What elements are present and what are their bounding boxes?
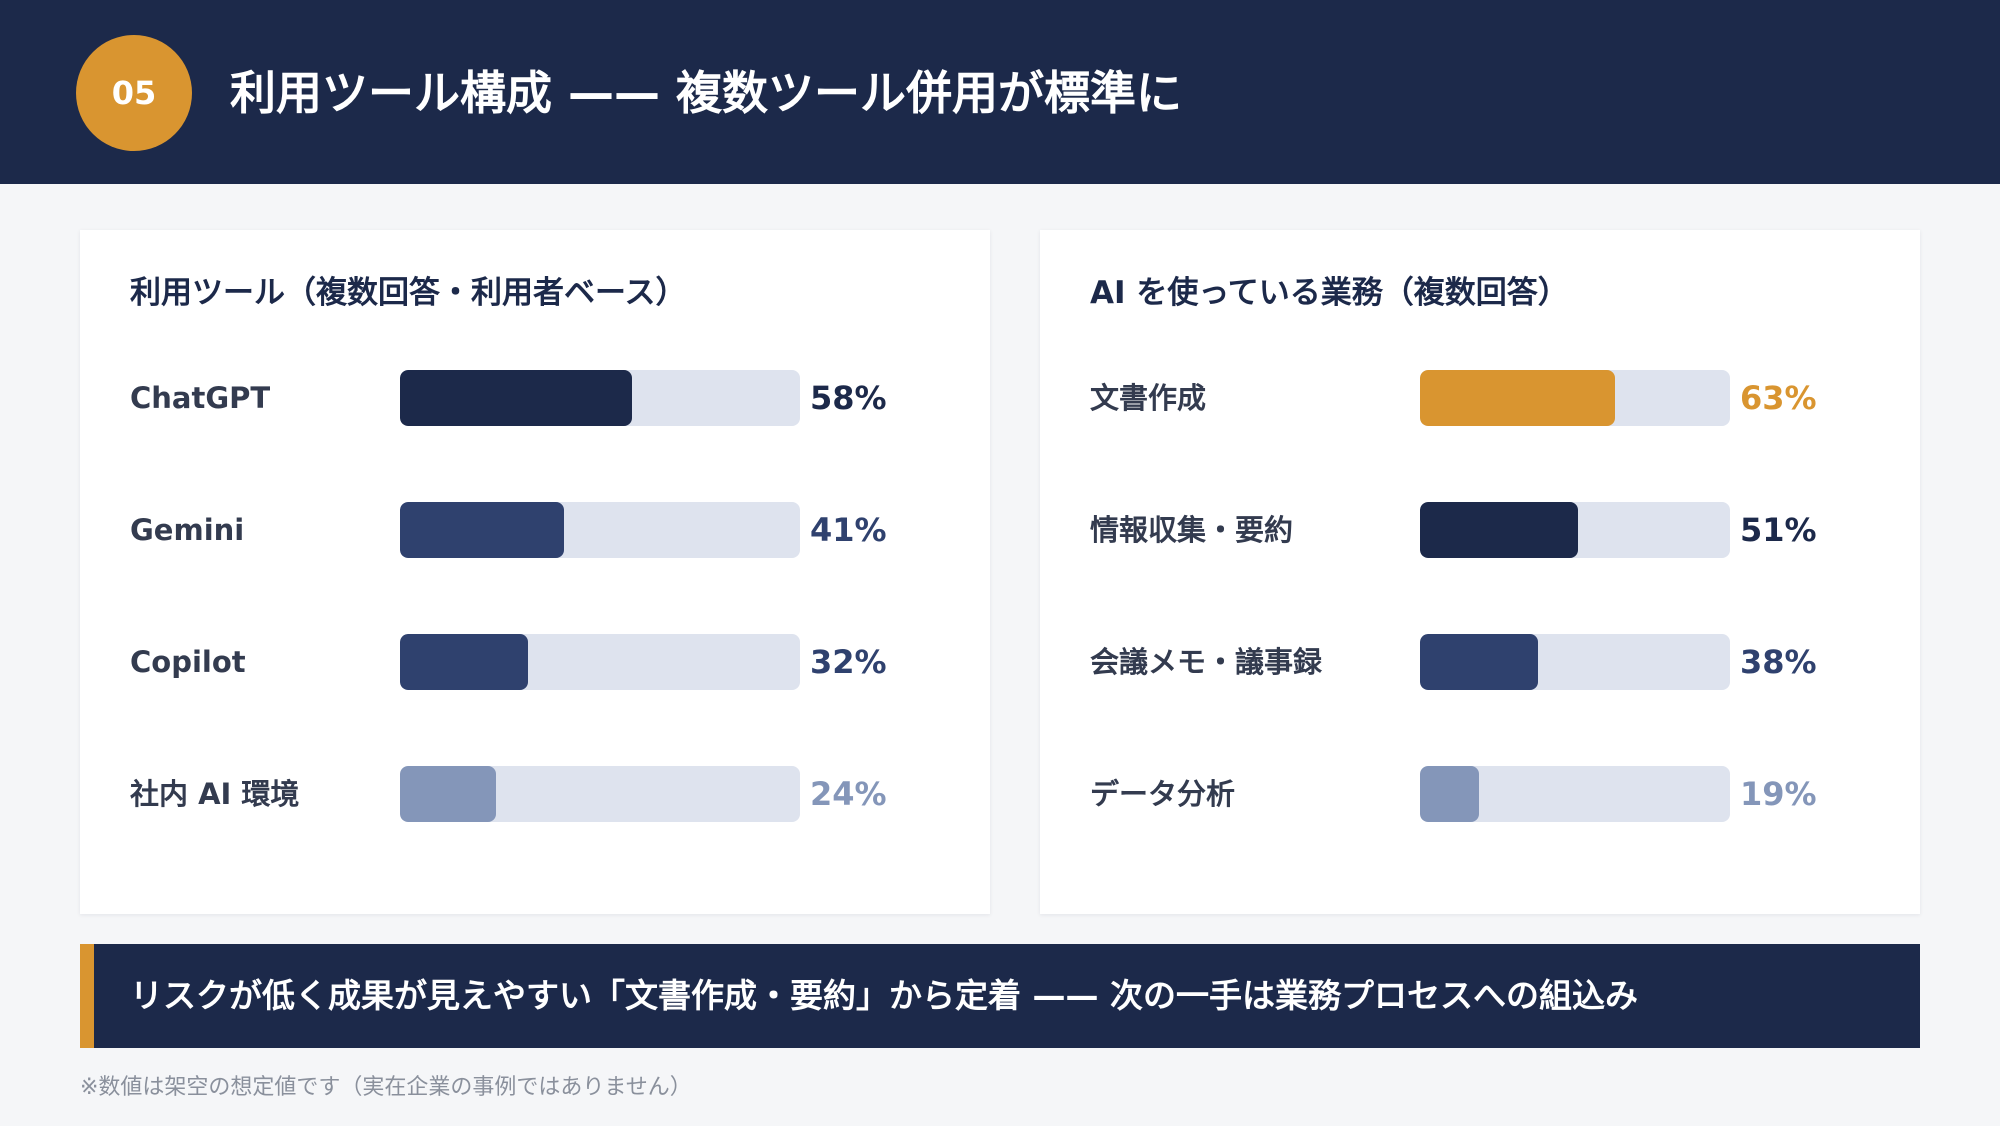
- tasks-chart-card: AI を使っている業務（複数回答） 文書作成 63% 情報収集・要約 51% 会議メモ・…: [1040, 230, 1920, 914]
- bar-value-label: 51%: [1740, 511, 1817, 549]
- bar: [1420, 502, 1578, 558]
- bar-category-label: Copilot: [130, 645, 246, 679]
- key-message-bar: リスクが低く成果が見えやすい「文書作成・要約」から定着 —— 次の一手は業務プロ…: [80, 944, 1920, 1048]
- bar-row: Gemini 41%: [80, 502, 990, 558]
- bar-row: Copilot 32%: [80, 634, 990, 690]
- bar-value-label: 24%: [810, 775, 887, 813]
- bar-row: データ分析 19%: [1040, 766, 1920, 822]
- bar-category-label: 会議メモ・議事録: [1090, 645, 1323, 679]
- tools-chart-card: 利用ツール（複数回答・利用者ベース） ChatGPT 58% Gemini 41% Co…: [80, 230, 990, 914]
- bar-row: ChatGPT 58%: [80, 370, 990, 426]
- bar-category-label: Gemini: [130, 513, 245, 547]
- bar-row: 文書作成 63%: [1040, 370, 1920, 426]
- bar: [1420, 370, 1615, 426]
- bar-category-label: 情報収集・要約: [1090, 513, 1294, 547]
- section-number-badge: 05: [76, 35, 192, 151]
- bar-category-label: データ分析: [1090, 777, 1236, 811]
- bar-track: [1420, 634, 1730, 690]
- bar: [400, 502, 564, 558]
- bar-track: [1420, 370, 1730, 426]
- bar: [400, 370, 632, 426]
- page-title: 利用ツール構成 —— 複数ツール併用が標準に: [230, 66, 1183, 120]
- bar: [400, 766, 496, 822]
- bar-value-label: 58%: [810, 379, 887, 417]
- bar: [400, 634, 528, 690]
- bar-row: 情報収集・要約 51%: [1040, 502, 1920, 558]
- bar-track: [400, 766, 800, 822]
- bar-category-label: 文書作成: [1090, 381, 1207, 415]
- bar: [1420, 634, 1538, 690]
- bar-track: [1420, 502, 1730, 558]
- bar-track: [400, 370, 800, 426]
- bar-value-label: 32%: [810, 643, 887, 681]
- disclaimer-note: ※数値は架空の想定値です（実在企業の事例ではありません）: [80, 1075, 692, 1100]
- bar-track: [1420, 766, 1730, 822]
- bar-category-label: ChatGPT: [130, 381, 271, 415]
- header-bar: 05 利用ツール構成 —— 複数ツール併用が標準に: [0, 0, 2000, 184]
- bar-category-label: 社内 AI 環境: [130, 777, 300, 811]
- bar-value-label: 38%: [1740, 643, 1817, 681]
- key-message-accent: [80, 944, 94, 1048]
- bar-track: [400, 634, 800, 690]
- bar: [1420, 766, 1479, 822]
- tools-chart-title: 利用ツール（複数回答・利用者ベース）: [130, 275, 687, 311]
- bar-row: 会議メモ・議事録 38%: [1040, 634, 1920, 690]
- bar-value-label: 41%: [810, 511, 887, 549]
- bar-track: [400, 502, 800, 558]
- key-message-text: リスクが低く成果が見えやすい「文書作成・要約」から定着 —— 次の一手は業務プロ…: [130, 976, 1638, 1015]
- tasks-chart-title: AI を使っている業務（複数回答）: [1090, 275, 1569, 311]
- bar-row: 社内 AI 環境 24%: [80, 766, 990, 822]
- bar-value-label: 19%: [1740, 775, 1817, 813]
- bar-value-label: 63%: [1740, 379, 1817, 417]
